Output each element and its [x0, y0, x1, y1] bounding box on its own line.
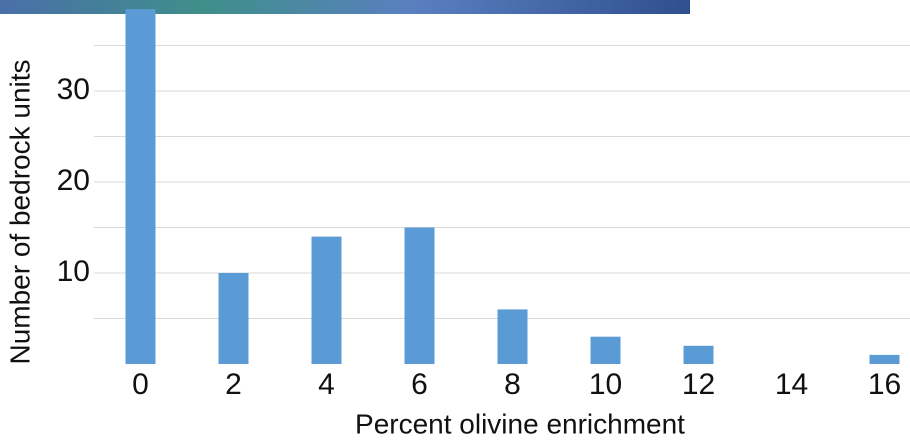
x-tick-label: 8 — [504, 368, 521, 401]
chart: Number of bedrock units Percent olivine … — [0, 0, 910, 442]
y-tick-label: 10 — [57, 255, 90, 288]
bar — [684, 346, 714, 364]
bar — [591, 337, 621, 364]
bar — [405, 228, 435, 365]
x-tick-label: 16 — [868, 368, 901, 401]
bar — [498, 309, 528, 364]
x-tick-label: 6 — [411, 368, 428, 401]
bar — [219, 273, 249, 364]
y-tick-label: 30 — [57, 73, 90, 106]
x-tick-label: 14 — [775, 368, 808, 401]
y-axis-title: Number of bedrock units — [4, 59, 35, 364]
x-tick-label: 2 — [225, 368, 242, 401]
x-axis-title: Percent olivine enrichment — [355, 408, 685, 439]
bar — [312, 237, 342, 364]
x-tick-label: 0 — [132, 368, 149, 401]
header-image-strip — [0, 0, 690, 14]
x-tick-label: 10 — [589, 368, 622, 401]
y-tick-label: 20 — [57, 164, 90, 197]
page: {"chart_data": {"type": "bar", "x_label"… — [0, 0, 910, 442]
bar — [870, 355, 900, 364]
bar — [126, 9, 156, 364]
x-tick-label: 4 — [318, 368, 335, 401]
x-tick-label: 12 — [682, 368, 715, 401]
